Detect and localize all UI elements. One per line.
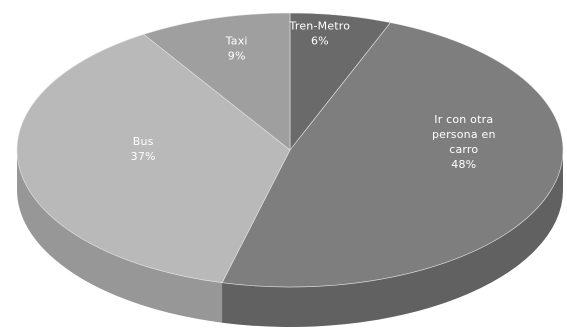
- slice-1-percent-label: 48%: [451, 158, 476, 171]
- slice-1-name-label: Ir con otra: [434, 113, 493, 126]
- pie-slice-1: [221, 22, 564, 288]
- pie-labels: Tren-Metro 6% Ir con otra persona en carro 48…: [131, 20, 496, 171]
- pie-tops: [16, 12, 564, 288]
- pie-slice-3: [143, 12, 291, 151]
- pie-side-1: [222, 150, 563, 327]
- slice-2-name-label: Bus: [133, 135, 154, 148]
- slice-3-name-label: Taxi: [225, 34, 248, 47]
- pie-side-2: [17, 150, 223, 323]
- slice-2-percent-label: 37%: [131, 150, 156, 163]
- slice-1-name-label: persona en: [432, 128, 496, 141]
- slice-0-percent-label: 6%: [311, 35, 329, 48]
- slice-3-percent-label: 9%: [228, 49, 246, 62]
- slice-0-name-label: Tren-Metro: [289, 20, 351, 33]
- slice-1-name-label: carro: [449, 143, 478, 156]
